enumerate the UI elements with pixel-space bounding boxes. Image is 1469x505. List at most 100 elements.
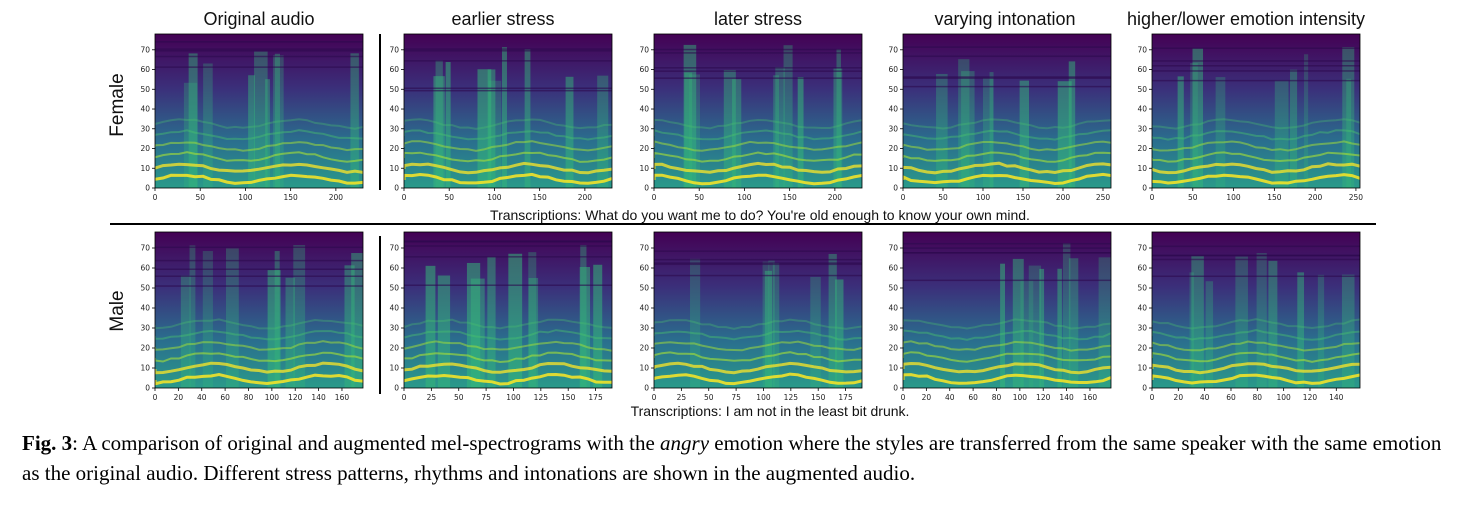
harmonic-line: [155, 351, 363, 363]
x-tick-label: 40: [197, 393, 207, 402]
y-tick-label: 40: [140, 304, 150, 313]
energy-band: [833, 68, 843, 188]
energy-band: [1290, 69, 1298, 188]
harmonic-line: [903, 318, 1111, 330]
spectrogram-panel: 0 10 20 30 40 50 60 70 0 25 50 75 100 125 150 175: [389, 231, 613, 402]
energy-band: [565, 76, 574, 188]
x-tick-label: 50: [938, 193, 948, 202]
noise-streak: [654, 258, 862, 261]
energy-band: [982, 77, 994, 188]
energy-band: [783, 45, 793, 188]
harmonic-line: [1152, 328, 1360, 341]
energy-band: [248, 75, 255, 188]
y-tick-label: 10: [888, 364, 898, 373]
harmonic-line: [155, 329, 363, 341]
harmonic-line: [155, 129, 363, 141]
energy-band: [1068, 258, 1079, 388]
harmonic-line: [903, 373, 1111, 385]
energy-band: [683, 44, 697, 188]
energy-band: [1317, 274, 1325, 388]
x-tick-label: 150: [561, 393, 576, 402]
energy-band: [293, 245, 306, 388]
harmonic-line: [654, 118, 862, 130]
energy-band: [267, 270, 281, 388]
spectrogram-panel: 0 10 20 30 40 50 60 70 0 50 100 150 200 250: [1137, 33, 1364, 202]
x-tick-label: 0: [901, 193, 906, 202]
energy-band: [810, 276, 821, 388]
y-tick-label: 30: [389, 124, 399, 133]
spectrogram-panel: 0 10 20 30 40 50 60 70 0 25 50 75 100 125 150 175: [639, 231, 863, 402]
x-tick-label: 20: [174, 393, 184, 402]
column-divider-male: [379, 236, 381, 394]
y-tick-label: 40: [140, 105, 150, 114]
y-tick-label: 10: [1137, 364, 1147, 373]
noise-streak: [404, 241, 612, 243]
noise-streak: [903, 279, 1111, 282]
noise-streak: [404, 89, 612, 92]
column-title-varying-intonation: varying intonation: [934, 9, 1076, 29]
x-tick-label: 250: [1349, 193, 1364, 202]
y-tick-label: 10: [639, 364, 649, 373]
spectrogram-background: [903, 34, 1111, 188]
row-divider: [110, 223, 1376, 225]
y-tick-label: 40: [639, 105, 649, 114]
harmonic-line: [404, 361, 612, 374]
x-tick-label: 50: [1188, 193, 1198, 202]
x-tick-label: 25: [427, 393, 437, 402]
column-title-original: Original audio: [203, 9, 315, 29]
y-tick-label: 60: [140, 264, 150, 273]
y-tick-label: 60: [639, 65, 649, 74]
noise-streak: [903, 242, 1111, 245]
y-tick-label: 30: [1137, 324, 1147, 333]
harmonic-line: [404, 140, 612, 152]
energy-band: [202, 251, 213, 388]
x-tick-label: 60: [1226, 393, 1236, 402]
energy-band: [1205, 281, 1214, 388]
harmonic-line: [1152, 362, 1360, 375]
x-tick-label: 80: [992, 393, 1002, 402]
x-tick-label: 140: [311, 393, 326, 402]
y-tick-label: 40: [389, 105, 399, 114]
energy-band: [183, 82, 198, 188]
x-tick-label: 80: [244, 393, 254, 402]
energy-band: [1268, 260, 1278, 388]
x-tick-label: 0: [652, 393, 657, 402]
harmonic-line: [654, 161, 862, 174]
y-tick-label: 0: [644, 184, 649, 193]
y-tick-label: 40: [1137, 105, 1147, 114]
noise-streak: [903, 252, 1111, 254]
y-tick-label: 50: [389, 284, 399, 293]
y-tick-label: 60: [639, 264, 649, 273]
x-tick-label: 100: [1226, 193, 1241, 202]
harmonic-line: [1152, 118, 1360, 130]
y-tick-label: 30: [389, 324, 399, 333]
noise-streak: [654, 274, 862, 277]
spectrogram-texture: [903, 46, 1111, 188]
energy-band: [274, 251, 280, 388]
energy-band: [593, 264, 603, 388]
noise-streak: [1152, 65, 1360, 67]
y-tick-label: 30: [888, 324, 898, 333]
y-tick-label: 40: [389, 304, 399, 313]
energy-band: [1012, 258, 1024, 388]
caption-text-before: : A comparison of original and augmented…: [72, 431, 661, 455]
x-tick-label: 100: [487, 193, 502, 202]
y-tick-label: 0: [145, 184, 150, 193]
noise-streak: [404, 60, 612, 62]
energy-band: [689, 74, 701, 188]
energy-band: [433, 76, 445, 188]
y-tick-label: 70: [140, 244, 150, 253]
column-divider-female: [379, 34, 381, 190]
spectrogram-background: [1152, 232, 1360, 388]
x-tick-label: 0: [652, 193, 657, 202]
y-tick-label: 20: [1137, 344, 1147, 353]
spectrogram-panel: 0 10 20 30 40 50 60 70 0 20 40 60 80 100 120 140: [1137, 231, 1361, 402]
harmonic-line: [1152, 318, 1360, 330]
spectrogram-background: [155, 34, 363, 188]
column-title-later-stress: later stress: [713, 9, 803, 29]
y-tick-label: 20: [389, 344, 399, 353]
noise-streak: [404, 256, 612, 258]
energy-band: [487, 256, 496, 388]
y-tick-label: 0: [394, 184, 399, 193]
noise-streak: [903, 46, 1111, 48]
